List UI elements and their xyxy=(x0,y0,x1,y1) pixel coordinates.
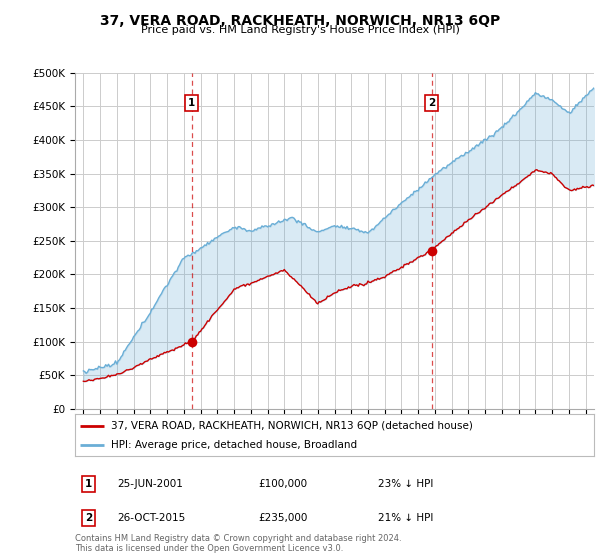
Text: 2: 2 xyxy=(85,513,92,523)
Text: 25-JUN-2001: 25-JUN-2001 xyxy=(117,479,183,489)
Text: £235,000: £235,000 xyxy=(258,513,307,523)
Text: 26-OCT-2015: 26-OCT-2015 xyxy=(117,513,185,523)
Text: 21% ↓ HPI: 21% ↓ HPI xyxy=(378,513,433,523)
Text: 2: 2 xyxy=(428,98,436,108)
Text: 23% ↓ HPI: 23% ↓ HPI xyxy=(378,479,433,489)
Text: 1: 1 xyxy=(188,98,196,108)
Text: HPI: Average price, detached house, Broadland: HPI: Average price, detached house, Broa… xyxy=(112,440,358,450)
Text: 37, VERA ROAD, RACKHEATH, NORWICH, NR13 6QP (detached house): 37, VERA ROAD, RACKHEATH, NORWICH, NR13 … xyxy=(112,421,473,431)
Text: Contains HM Land Registry data © Crown copyright and database right 2024.
This d: Contains HM Land Registry data © Crown c… xyxy=(75,534,401,553)
Text: 1: 1 xyxy=(85,479,92,489)
Text: 37, VERA ROAD, RACKHEATH, NORWICH, NR13 6QP: 37, VERA ROAD, RACKHEATH, NORWICH, NR13 … xyxy=(100,14,500,28)
Text: Price paid vs. HM Land Registry's House Price Index (HPI): Price paid vs. HM Land Registry's House … xyxy=(140,25,460,35)
Text: £100,000: £100,000 xyxy=(258,479,307,489)
